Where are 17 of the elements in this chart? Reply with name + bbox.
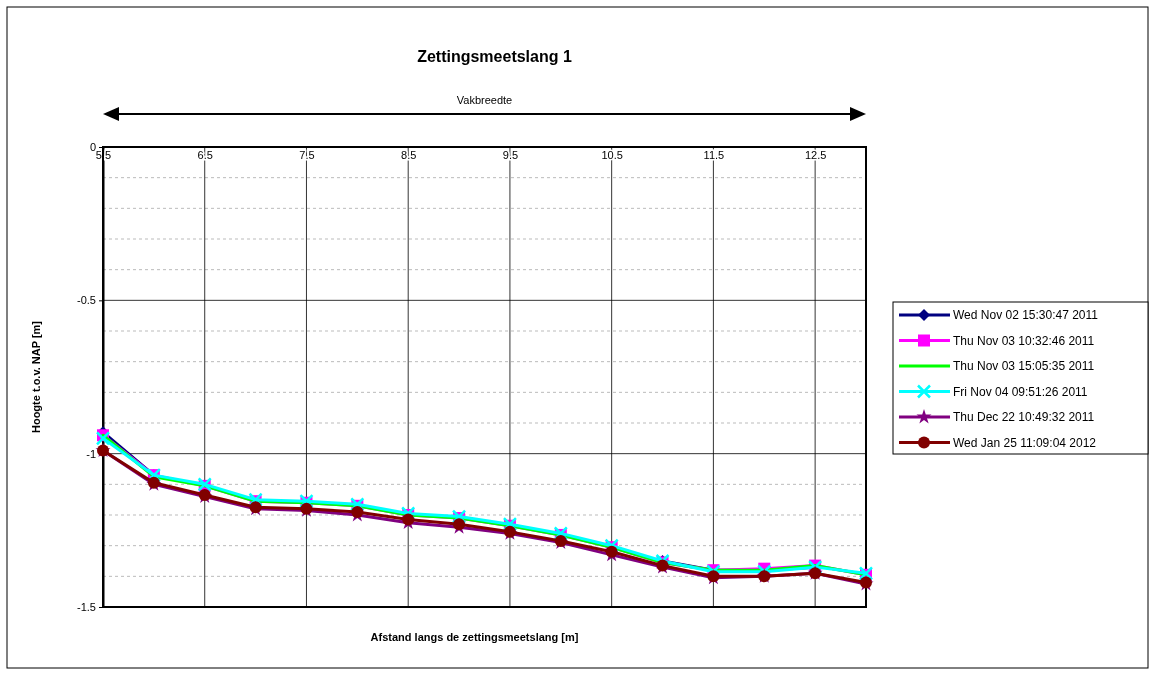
legend-label: Wed Jan 25 11:09:04 2012 (953, 435, 1097, 450)
x-tick-label: 8.5 (401, 149, 417, 161)
legend-label: Thu Dec 22 10:49:32 2011 (953, 410, 1095, 424)
legend-label: Fri Nov 04 09:51:26 2011 (953, 384, 1088, 399)
x-tick-label: 9.5 (502, 149, 519, 161)
legend-label: Thu Nov 03 15:05:35 2011 (953, 359, 1095, 373)
x-tick-label: 12.5 (804, 149, 827, 161)
y-tick-label: -1 (86, 447, 96, 460)
legend-label: Thu Nov 03 10:32:46 2011 (953, 333, 1095, 348)
y-tick-label: 0 (89, 141, 96, 154)
chart-title: Zettingsmeetslang 1 (417, 48, 572, 65)
y-tick-label: -1.5 (77, 601, 96, 614)
text: Vakbreedte (456, 94, 513, 106)
legend-label: Wed Nov 02 15:30:47 2011 (953, 308, 1099, 322)
y-axis-title: Hoogte t.o.v. NAP [m] (30, 320, 42, 434)
x-axis-title: Afstand langs de zettingsmeetslang [m] (370, 631, 579, 643)
y-tick-label: -0.5 (77, 294, 96, 307)
